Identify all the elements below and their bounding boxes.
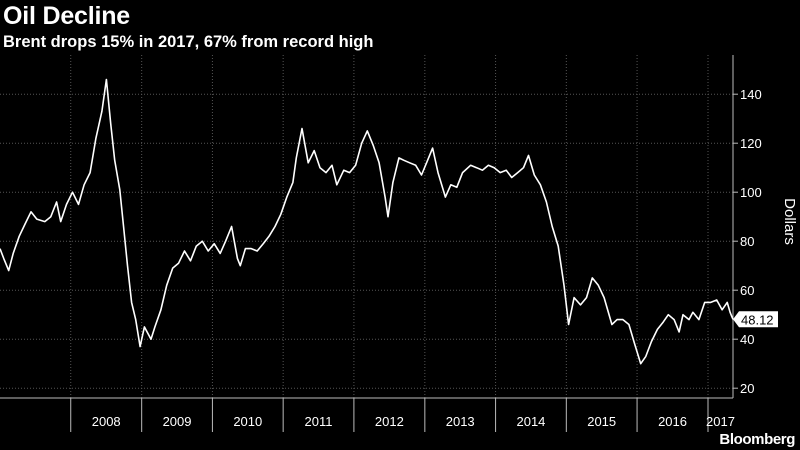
x-tick-label: 2014 xyxy=(516,414,545,429)
y-tick-label: 20 xyxy=(740,381,754,396)
bloomberg-logo: Bloomberg xyxy=(719,431,795,448)
x-tick-label: 2016 xyxy=(658,414,687,429)
last-value-label: 48.12 xyxy=(733,311,778,328)
x-tick-label: 2015 xyxy=(587,414,616,429)
x-tick-label: 2013 xyxy=(446,414,475,429)
brent-price-line xyxy=(0,78,734,365)
x-tick-label: 2010 xyxy=(233,414,262,429)
last-value-text: 48.12 xyxy=(741,312,774,327)
y-tick-label: 80 xyxy=(740,234,754,249)
y-axis: 20 40 60 80 100 120 140 xyxy=(732,55,762,398)
x-tick-label: 2008 xyxy=(92,414,121,429)
y-tick-label: 100 xyxy=(740,185,762,200)
x-tick-label: 2011 xyxy=(305,414,333,429)
grid-lines xyxy=(0,55,733,398)
chart-title: Oil Decline xyxy=(3,2,131,30)
y-tick-label: 140 xyxy=(740,87,762,102)
y-tick-label: 120 xyxy=(740,136,762,151)
x-tick-label: 2017 xyxy=(706,414,735,429)
chart-subtitle: Brent drops 15% in 2017, 67% from record… xyxy=(3,33,374,51)
x-tick-label: 2009 xyxy=(163,414,192,429)
x-axis: 2008 2009 2010 2011 2012 2013 2014 2015 2016 2017 xyxy=(0,397,735,432)
last-value-box xyxy=(733,311,778,328)
y-tick-label: 40 xyxy=(740,332,754,347)
x-tick-label: 2012 xyxy=(375,414,404,429)
y-axis-label: Dollars xyxy=(781,198,798,245)
y-tick-label: 60 xyxy=(740,283,754,298)
